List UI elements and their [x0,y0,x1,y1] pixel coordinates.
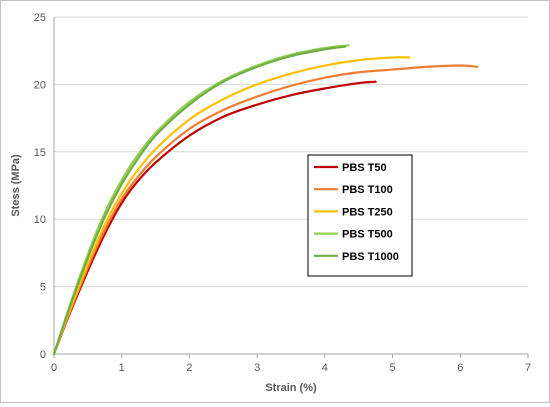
legend-item-pbs-t50: PBS T50 [314,162,387,174]
legend-item-pbs-t500: PBS T500 [314,229,393,241]
y-tick-label: 5 [40,282,46,294]
legend-label-pbs-t1000: PBS T1000 [342,251,399,263]
gridlines [54,16,528,288]
y-tick-label: 0 [40,349,46,361]
y-tick-label: 20 [34,79,46,91]
x-tick-label: 7 [525,362,531,374]
series-line-pbs-t100 [52,64,479,356]
legend: PBS T50 PBS T100 PBS T250 PBS T500 PBS T1000 [307,154,413,277]
x-tick-label: 0 [51,362,57,374]
x-axis-title: Strain (%) [265,382,317,394]
legend-items: PBS T50 PBS T100 PBS T250 PBS T500 PBS T1000 [314,162,399,263]
legend-label-pbs-t500: PBS T500 [342,229,393,241]
y-tick-label: 25 [34,12,46,24]
legend-item-pbs-t250: PBS T250 [314,206,393,218]
x-tick-label: 5 [390,362,396,374]
tick-labels: 0 5 10 15 20 25 0 1 2 3 4 5 6 7 [34,12,531,374]
legend-label-pbs-t50: PBS T50 [342,162,387,174]
x-tick-label: 1 [119,362,125,374]
x-tick-label: 4 [322,362,328,374]
y-tick-label: 15 [34,147,46,159]
legend-item-pbs-t100: PBS T100 [314,184,393,196]
y-axis-title: Stess (MPa) [10,154,22,217]
y-tick-label: 10 [34,214,46,226]
legend-item-pbs-t1000: PBS T1000 [314,251,399,263]
x-tick-label: 3 [254,362,260,374]
series-line-pbs-t50 [52,80,377,356]
series-line-pbs-t1000 [52,45,347,356]
x-tick-label: 2 [186,362,192,374]
x-tick-label: 6 [457,362,463,374]
series-lines [52,44,479,356]
axes [53,17,529,358]
series-line-pbs-t250 [52,56,411,356]
legend-label-pbs-t100: PBS T100 [342,184,393,196]
legend-label-pbs-t250: PBS T250 [342,206,393,218]
